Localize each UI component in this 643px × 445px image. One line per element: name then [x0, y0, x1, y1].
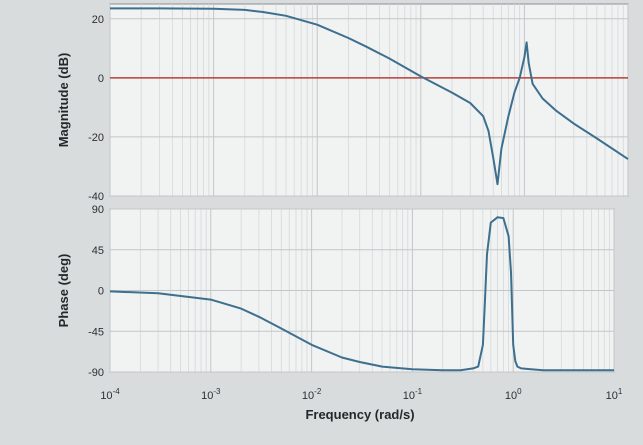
- phase-y-tick-label: -45: [88, 326, 104, 338]
- phase-y-tick-label: 90: [92, 204, 104, 216]
- phase-y-axis-label: Phase (deg): [56, 254, 71, 328]
- magnitude-y-tick-label: 0: [98, 73, 104, 85]
- magnitude-y-tick-label: 20: [92, 14, 104, 26]
- magnitude-y-axis-label: Magnitude (dB): [56, 53, 71, 148]
- phase-y-tick-label: 0: [98, 286, 104, 298]
- phase-series-line: [109, 216, 614, 372]
- phase-x-tick-label: 10-1: [403, 387, 423, 402]
- magnitude-y-tick-label: -20: [88, 132, 104, 144]
- magnitude-plot-area: [109, 3, 629, 197]
- phase-y-tick-label: 45: [92, 245, 104, 257]
- phase-x-tick-label: 10-2: [302, 387, 322, 402]
- phase-x-tick-label: 10-3: [201, 387, 221, 402]
- phase-x-tick-label: 10-4: [100, 387, 120, 402]
- phase-x-axis-label: Frequency (rad/s): [305, 407, 414, 422]
- magnitude-y-tick-label: -40: [88, 191, 104, 203]
- phase-y-tick-label: -90: [88, 367, 104, 379]
- magnitude-series-line: [110, 7, 629, 186]
- phase-x-tick-label: 101: [606, 387, 623, 402]
- phase-x-tick-label: 100: [505, 387, 522, 402]
